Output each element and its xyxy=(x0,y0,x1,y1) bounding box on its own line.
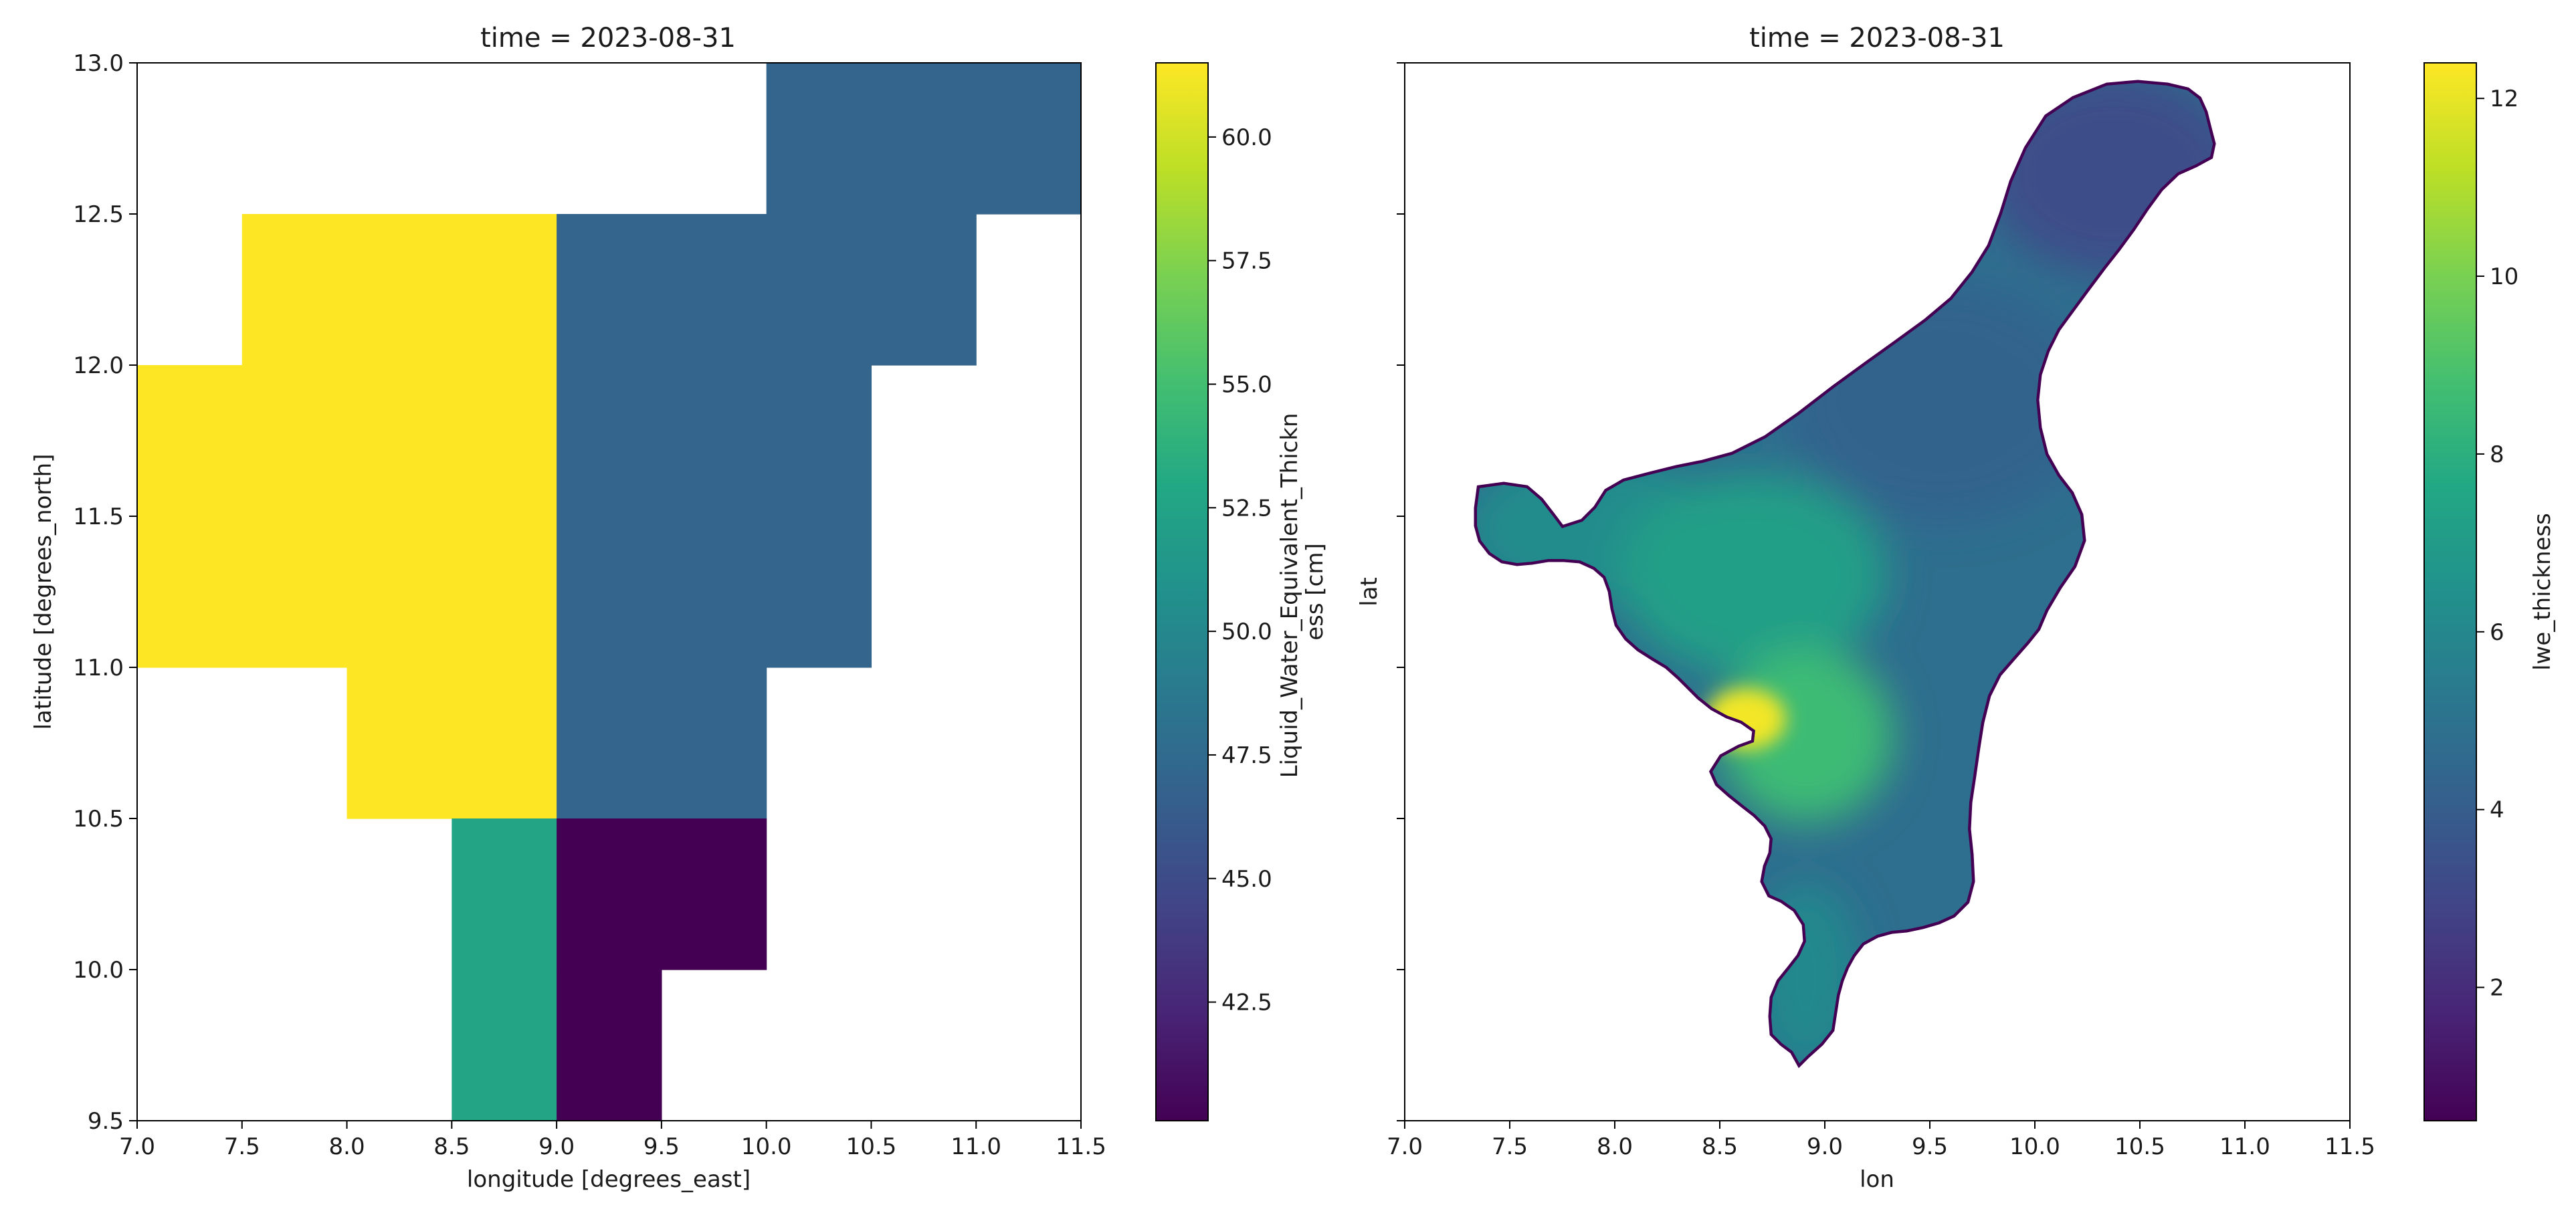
heatmap-cell-6 xyxy=(557,667,767,819)
right-colorbar: 2 4 6 8 10 12 lwe_thickness xyxy=(2423,62,2556,1121)
left-y-tick-label: 13.0 xyxy=(73,50,124,77)
left-panel-title: time = 2023-08-31 xyxy=(480,23,736,53)
heatmap-cell-0 xyxy=(766,63,1082,215)
heatmap-cell-7 xyxy=(452,818,557,1121)
right-x-tick-label: 11.5 xyxy=(2324,1133,2375,1160)
left-x-tick-label: 11.5 xyxy=(1056,1133,1106,1160)
left-colorbar-tick-label: 45.0 xyxy=(1221,866,1272,893)
left-axes-frame xyxy=(136,62,1082,1121)
basin-hotspot xyxy=(1706,688,1786,750)
left-y-tick-label: 11.0 xyxy=(73,655,124,681)
left-colorbar-tick-label: 55.0 xyxy=(1221,372,1272,399)
basin-region-south-central xyxy=(1719,649,1893,822)
heatmap-cell-3 xyxy=(137,365,557,668)
left-y-tick-label: 12.5 xyxy=(73,201,124,228)
right-y-axis-label: lat xyxy=(1356,577,1383,607)
left-x-tick-label: 9.0 xyxy=(538,1133,575,1160)
left-colorbar-tick-label: 52.5 xyxy=(1221,495,1272,522)
right-panel: time = 2023-08-31 7.0 7.5 8.0 8.5 9.0 9.5 xyxy=(1356,23,2556,1193)
right-x-tick-label: 7.0 xyxy=(1387,1133,1423,1160)
left-x-tick-label: 8.5 xyxy=(433,1133,470,1160)
left-colorbar-ticks: 42.5 45.0 47.5 50.0 52.5 55.0 57.5 60.0 xyxy=(1208,124,1272,1016)
right-x-tick-label: 8.0 xyxy=(1597,1133,1633,1160)
left-y-tick-label: 12.0 xyxy=(73,352,124,379)
left-colorbar-label-line-1: Liquid_Water_Equivalent_Thickn xyxy=(1276,413,1303,778)
left-y-axis-label: latitude [degrees_north] xyxy=(30,454,57,730)
heatmap-cell-9 xyxy=(557,970,662,1121)
right-colorbar-label: lwe_thickness xyxy=(2529,513,2556,671)
right-colorbar-tick-label: 12 xyxy=(2490,86,2518,112)
left-x-axis-label: longitude [degrees_east] xyxy=(467,1166,751,1193)
left-colorbar-tick-label: 57.5 xyxy=(1221,248,1272,275)
left-heatmap-cells xyxy=(137,63,1082,1121)
right-colorbar-tick-label: 10 xyxy=(2490,263,2518,290)
heatmap-cell-4 xyxy=(557,365,872,668)
right-x-tick-label: 9.0 xyxy=(1807,1133,1843,1160)
right-colorbar-gradient xyxy=(2423,62,2477,1121)
left-colorbar-tick-label: 60.0 xyxy=(1221,124,1272,151)
basin-map xyxy=(1474,80,2216,1069)
heatmap-cell-5 xyxy=(346,667,557,819)
right-x-axis-label: lon xyxy=(1860,1166,1894,1193)
left-colorbar-label: Liquid_Water_Equivalent_Thickn ess [cm] xyxy=(1276,406,1328,778)
left-y-tick-label: 10.5 xyxy=(73,806,124,833)
basin-region-central xyxy=(1619,475,1886,675)
right-colorbar-tick-label: 4 xyxy=(2490,797,2504,824)
left-x-tick-label: 9.5 xyxy=(643,1133,680,1160)
right-x-tick-label: 10.5 xyxy=(2114,1133,2165,1160)
right-axes-frame xyxy=(1404,62,2351,1121)
right-x-tick-label: 11.0 xyxy=(2219,1133,2270,1160)
right-colorbar-tick-label: 8 xyxy=(2490,441,2504,468)
right-x-tick-label: 10.0 xyxy=(2009,1133,2060,1160)
left-y-axis: 9.5 10.0 10.5 11.0 11.5 12.0 12.5 13.0 xyxy=(73,50,137,1135)
left-x-tick-label: 7.0 xyxy=(119,1133,155,1160)
left-x-tick-label: 8.0 xyxy=(329,1133,365,1160)
left-colorbar-gradient xyxy=(1155,62,1209,1121)
left-y-tick-label: 9.5 xyxy=(88,1108,124,1135)
left-colorbar-label-line-2: ess [cm] xyxy=(1302,543,1328,641)
right-x-tick-label: 9.5 xyxy=(1912,1133,1948,1160)
left-x-tick-label: 10.5 xyxy=(846,1133,897,1160)
left-y-tick-label: 11.5 xyxy=(73,504,124,530)
left-colorbar-tick-label: 47.5 xyxy=(1221,742,1272,769)
left-x-tick-label: 10.0 xyxy=(741,1133,792,1160)
basin-region-north-central xyxy=(1786,281,2094,522)
right-colorbar-tick-label: 2 xyxy=(2490,975,2504,1002)
heatmap-cell-1 xyxy=(241,214,557,366)
right-y-axis xyxy=(1397,62,1405,1121)
heatmap-cell-8 xyxy=(557,818,767,970)
left-x-axis: 7.0 7.5 8.0 8.5 9.0 9.5 10.0 10.5 11.0 11.5 xyxy=(119,1121,1106,1160)
left-colorbar-tick-label: 50.0 xyxy=(1221,619,1272,645)
right-colorbar-ticks: 2 4 6 8 10 12 xyxy=(2476,86,2518,1002)
right-panel-title: time = 2023-08-31 xyxy=(1749,23,2005,53)
right-x-tick-label: 8.5 xyxy=(1702,1133,1738,1160)
left-y-tick-label: 10.0 xyxy=(73,957,124,984)
heatmap-cell-2 xyxy=(557,214,977,366)
left-colorbar: 42.5 45.0 47.5 50.0 52.5 55.0 57.5 60.0 Liquid_… xyxy=(1155,62,1328,1121)
left-x-tick-label: 11.0 xyxy=(951,1133,1001,1160)
left-panel: time = 2023-08-31 7.0 7.5 8.0 8.5 9.0 9.5 10.0… xyxy=(30,23,1328,1193)
right-x-axis: 7.0 7.5 8.0 8.5 9.0 9.5 10.0 10.5 11.0 11.5 xyxy=(1387,1121,2375,1160)
right-x-tick-label: 7.5 xyxy=(1492,1133,1528,1160)
left-colorbar-tick-label: 42.5 xyxy=(1221,990,1272,1016)
right-colorbar-tick-label: 6 xyxy=(2490,619,2504,646)
left-x-tick-label: 7.5 xyxy=(224,1133,260,1160)
